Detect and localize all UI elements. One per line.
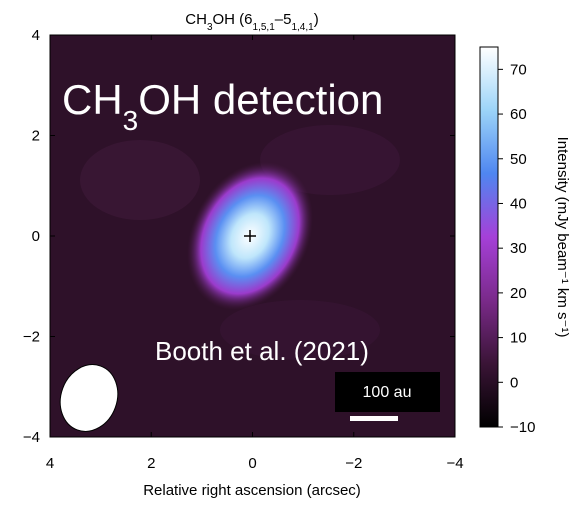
x-tick-label: 2 [147, 455, 155, 472]
chart-title: CH3OH (61,5,1–51,4,1) [185, 11, 318, 33]
colorbar-tick-label: 30 [510, 240, 527, 257]
text-part: ) [314, 11, 319, 28]
colorbar-tick-label: 10 [510, 330, 527, 347]
x-axis-label: Relative right ascension (arcsec) [143, 482, 361, 499]
y-tick-label: −4 [23, 429, 40, 446]
colorbar-tick-label: 0 [510, 374, 518, 391]
scalebar [350, 416, 398, 421]
citation: Booth et al. (2021) [155, 336, 369, 366]
x-tick-label: 0 [248, 455, 256, 472]
colorbar-tick-label: −10 [510, 419, 535, 436]
colorbar-tick-label: 50 [510, 151, 527, 168]
y-tick-label: −2 [23, 329, 40, 346]
text-part: –5 [275, 11, 292, 28]
subscript: 1,4,1 [291, 22, 314, 33]
subscript: 1,5,1 [253, 22, 276, 33]
center-marker [244, 230, 256, 242]
colorbar-label: Intensity (mJy beam⁻¹ km s⁻¹) [554, 137, 571, 338]
colorbar-tick-label: 20 [510, 285, 527, 302]
x-tick-label: −2 [345, 455, 362, 472]
x-tick-label: −4 [446, 455, 463, 472]
text-part: CH [62, 76, 123, 123]
emission-texture [220, 300, 380, 360]
text-part: OH (6 [213, 11, 253, 28]
colorbar [479, 46, 499, 428]
y-tick-label: 4 [32, 27, 40, 44]
subscript: 3 [207, 22, 213, 33]
subscript: 3 [123, 105, 139, 136]
scalebar-label: 100 au [363, 384, 412, 401]
colorbar-tick-label: 40 [510, 195, 527, 212]
y-tick-label: 0 [32, 228, 40, 245]
colorbar-tick-label: 70 [510, 61, 527, 78]
y-tick-label: 2 [32, 128, 40, 145]
text-part: CH [185, 11, 207, 28]
x-tick-label: 4 [46, 455, 54, 472]
scalebar-box [335, 372, 440, 412]
overlay-title: CH3OH detection [62, 76, 383, 136]
beam [59, 364, 119, 432]
colorbar-tick-label: 60 [510, 106, 527, 123]
text-part: OH detection [138, 76, 383, 123]
emission-texture [80, 140, 200, 220]
